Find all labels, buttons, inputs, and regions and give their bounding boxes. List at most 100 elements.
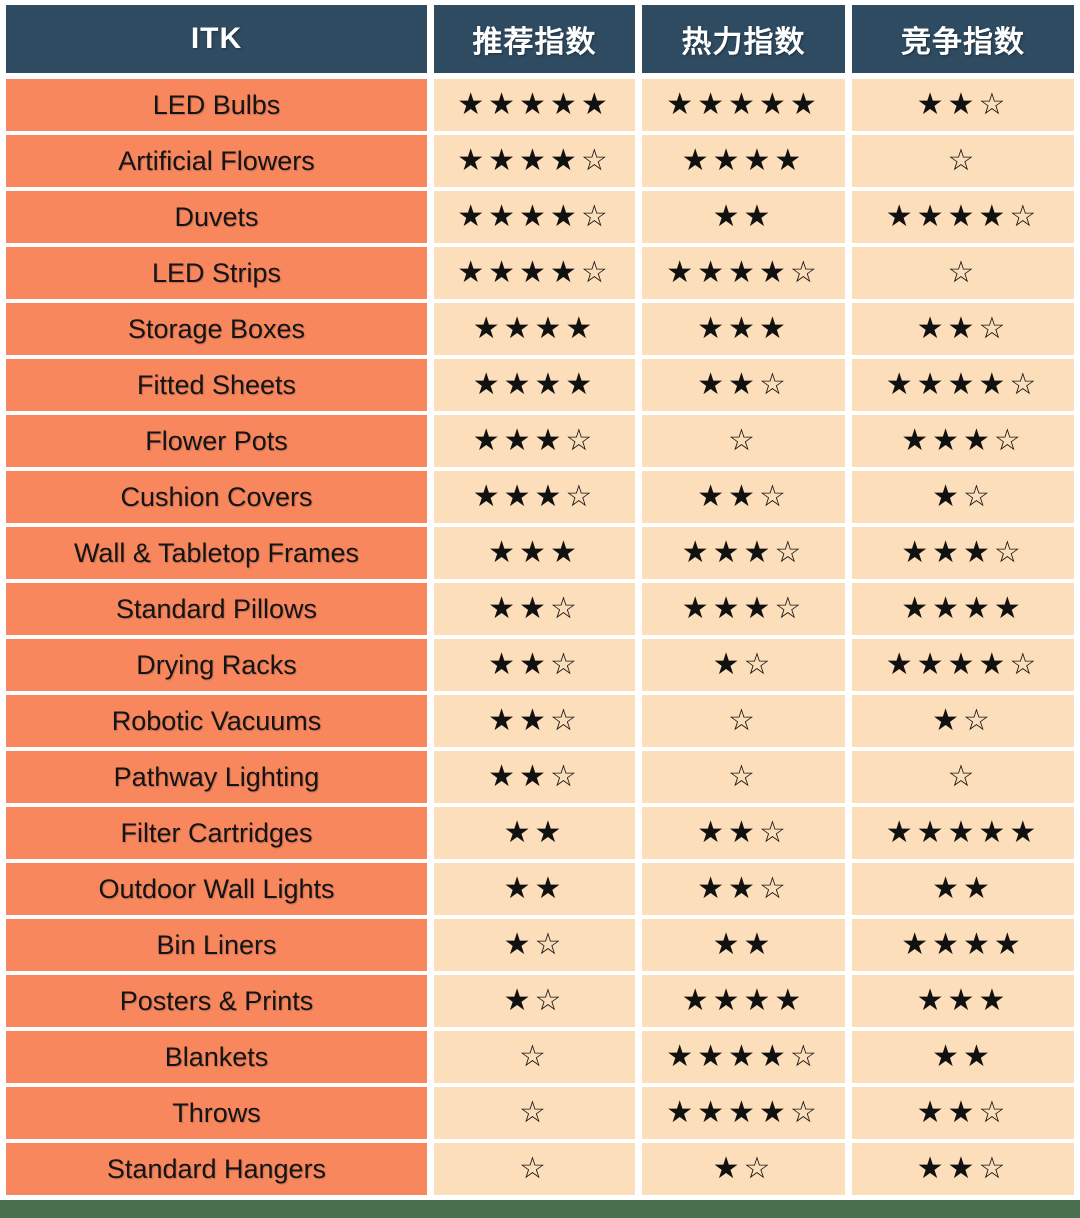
- row-label: Bin Liners: [6, 919, 427, 971]
- heat-star-rating: ★★: [642, 191, 845, 243]
- heat-star-rating: ★★★☆: [642, 583, 845, 635]
- competition-star-rating: ☆: [852, 135, 1074, 187]
- recommendation-star-rating: ★★: [434, 863, 635, 915]
- heat-star-rating: ☆: [642, 695, 845, 747]
- table-row: Duvets ★★★★☆ ★★ ★★★★☆: [6, 191, 1074, 243]
- heat-star-rating: ★★☆: [642, 471, 845, 523]
- competition-star-rating: ☆: [852, 751, 1074, 803]
- row-label: Throws: [6, 1087, 427, 1139]
- heat-star-rating: ★★★★☆: [642, 247, 845, 299]
- table-row: Blankets ☆ ★★★★☆ ★★: [6, 1031, 1074, 1083]
- competition-star-rating: ★★★★★: [852, 807, 1074, 859]
- competition-star-rating: ★☆: [852, 695, 1074, 747]
- table-row: Standard Pillows ★★☆ ★★★☆ ★★★★: [6, 583, 1074, 635]
- table-row: Fitted Sheets ★★★★ ★★☆ ★★★★☆: [6, 359, 1074, 411]
- table-row: Flower Pots ★★★☆ ☆ ★★★☆: [6, 415, 1074, 467]
- row-label: Posters & Prints: [6, 975, 427, 1027]
- row-label: Artificial Flowers: [6, 135, 427, 187]
- table-row: Bin Liners ★☆ ★★ ★★★★: [6, 919, 1074, 971]
- table-row: Pathway Lighting ★★☆ ☆ ☆: [6, 751, 1074, 803]
- competition-star-rating: ★★★☆: [852, 415, 1074, 467]
- table-body: LED Bulbs ★★★★★ ★★★★★ ★★☆ Artificial Flo…: [6, 79, 1074, 1195]
- table-row: Robotic Vacuums ★★☆ ☆ ★☆: [6, 695, 1074, 747]
- row-label: Standard Pillows: [6, 583, 427, 635]
- row-label: Flower Pots: [6, 415, 427, 467]
- competition-star-rating: ★★☆: [852, 303, 1074, 355]
- row-label: Filter Cartridges: [6, 807, 427, 859]
- competition-star-rating: ★★☆: [852, 79, 1074, 131]
- recommendation-star-rating: ★★☆: [434, 583, 635, 635]
- competition-star-rating: ★★★: [852, 975, 1074, 1027]
- table-row: LED Strips ★★★★☆ ★★★★☆ ☆: [6, 247, 1074, 299]
- recommendation-star-rating: ★★: [434, 807, 635, 859]
- table-row: Artificial Flowers ★★★★☆ ★★★★ ☆: [6, 135, 1074, 187]
- row-label: LED Bulbs: [6, 79, 427, 131]
- competition-star-rating: ★★★☆: [852, 527, 1074, 579]
- row-label: Outdoor Wall Lights: [6, 863, 427, 915]
- row-label: Robotic Vacuums: [6, 695, 427, 747]
- recommendation-star-rating: ★★★★: [434, 303, 635, 355]
- header-cell-competition: 竞争指数: [852, 5, 1074, 73]
- table-row: Cushion Covers ★★★☆ ★★☆ ★☆: [6, 471, 1074, 523]
- recommendation-star-rating: ★★★★★: [434, 79, 635, 131]
- table-row: Outdoor Wall Lights ★★ ★★☆ ★★: [6, 863, 1074, 915]
- recommendation-star-rating: ★★☆: [434, 695, 635, 747]
- row-label: Standard Hangers: [6, 1143, 427, 1195]
- row-label: Duvets: [6, 191, 427, 243]
- recommendation-star-rating: ☆: [434, 1143, 635, 1195]
- heat-star-rating: ★☆: [642, 639, 845, 691]
- table-row: Storage Boxes ★★★★ ★★★ ★★☆: [6, 303, 1074, 355]
- competition-star-rating: ★★☆: [852, 1143, 1074, 1195]
- heat-star-rating: ★★☆: [642, 863, 845, 915]
- competition-star-rating: ★★: [852, 1031, 1074, 1083]
- row-label: LED Strips: [6, 247, 427, 299]
- heat-star-rating: ★★★★☆: [642, 1087, 845, 1139]
- heat-star-rating: ★★★★: [642, 975, 845, 1027]
- bottom-section-bar: [0, 1200, 1080, 1218]
- heat-star-rating: ★★☆: [642, 807, 845, 859]
- recommendation-star-rating: ☆: [434, 1031, 635, 1083]
- heat-star-rating: ★★★★: [642, 135, 845, 187]
- table-header-row: ITK 推荐指数 热力指数 竞争指数: [6, 5, 1074, 73]
- recommendation-star-rating: ★★★★☆: [434, 191, 635, 243]
- heat-star-rating: ★★: [642, 919, 845, 971]
- recommendation-star-rating: ★★★☆: [434, 415, 635, 467]
- table-row: Throws ☆ ★★★★☆ ★★☆: [6, 1087, 1074, 1139]
- row-label: Drying Racks: [6, 639, 427, 691]
- competition-star-rating: ☆: [852, 247, 1074, 299]
- competition-star-rating: ★☆: [852, 471, 1074, 523]
- recommendation-star-rating: ★★★★: [434, 359, 635, 411]
- table-row: Posters & Prints ★☆ ★★★★ ★★★: [6, 975, 1074, 1027]
- table-row: Wall & Tabletop Frames ★★★ ★★★☆ ★★★☆: [6, 527, 1074, 579]
- competition-star-rating: ★★: [852, 863, 1074, 915]
- heat-star-rating: ★★★★☆: [642, 1031, 845, 1083]
- table-row: Standard Hangers ☆ ★☆ ★★☆: [6, 1143, 1074, 1195]
- competition-star-rating: ★★★★: [852, 583, 1074, 635]
- heat-star-rating: ★★☆: [642, 359, 845, 411]
- header-cell-recommendation: 推荐指数: [434, 5, 635, 73]
- row-label: Fitted Sheets: [6, 359, 427, 411]
- recommendation-star-rating: ★★★: [434, 527, 635, 579]
- row-label: Storage Boxes: [6, 303, 427, 355]
- competition-star-rating: ★★★★☆: [852, 191, 1074, 243]
- recommendation-star-rating: ★★☆: [434, 639, 635, 691]
- competition-star-rating: ★★★★: [852, 919, 1074, 971]
- row-label: Cushion Covers: [6, 471, 427, 523]
- competition-star-rating: ★★☆: [852, 1087, 1074, 1139]
- heat-star-rating: ★★★★★: [642, 79, 845, 131]
- row-label: Blankets: [6, 1031, 427, 1083]
- recommendation-star-rating: ☆: [434, 1087, 635, 1139]
- recommendation-star-rating: ★★★★☆: [434, 135, 635, 187]
- recommendation-star-rating: ★☆: [434, 919, 635, 971]
- recommendation-star-rating: ★★★★☆: [434, 247, 635, 299]
- row-label: Wall & Tabletop Frames: [6, 527, 427, 579]
- recommendation-star-rating: ★★★☆: [434, 471, 635, 523]
- recommendation-star-rating: ★★☆: [434, 751, 635, 803]
- header-cell-itk: ITK: [6, 5, 427, 73]
- heat-star-rating: ★★★☆: [642, 527, 845, 579]
- table-row: LED Bulbs ★★★★★ ★★★★★ ★★☆: [6, 79, 1074, 131]
- header-cell-heat: 热力指数: [642, 5, 845, 73]
- heat-star-rating: ★☆: [642, 1143, 845, 1195]
- competition-star-rating: ★★★★☆: [852, 639, 1074, 691]
